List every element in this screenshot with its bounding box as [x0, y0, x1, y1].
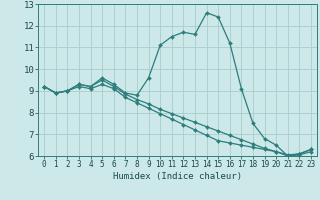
X-axis label: Humidex (Indice chaleur): Humidex (Indice chaleur) — [113, 172, 242, 181]
